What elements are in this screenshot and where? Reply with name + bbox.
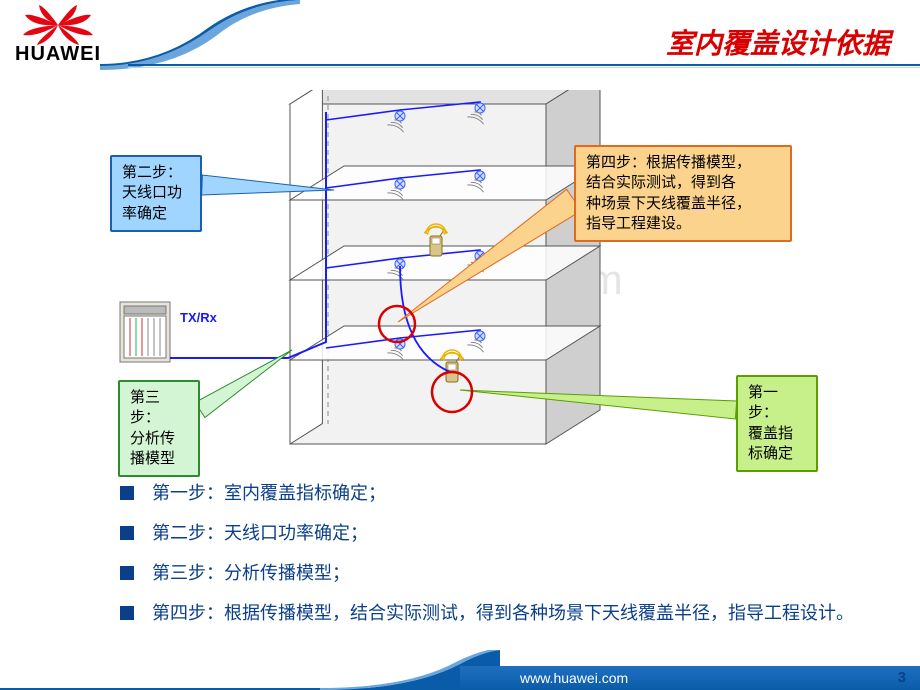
bullet-square-icon: [120, 486, 134, 500]
callout-step-2: 第二步：天线口功率确定: [110, 155, 202, 232]
bullet-text: 第二步：天线口功率确定；: [152, 520, 368, 546]
footer: www.huawei.com 3: [0, 660, 920, 690]
header-rule-thin: [128, 67, 920, 68]
callout-step-3: 第三步：分析传播模型: [118, 380, 200, 477]
bullet-square-icon: [120, 566, 134, 580]
header-swoosh-icon: [100, 0, 300, 70]
callout-step-4: 第四步：根据传播模型，结合实际测试，得到各种场景下天线覆盖半径，指导工程建设。: [574, 145, 792, 242]
equipment-rack-icon: [120, 302, 170, 362]
list-item: 第四步：根据传播模型，结合实际测试，得到各种场景下天线覆盖半径，指导工程设计。: [120, 600, 860, 626]
list-item: 第一步：室内覆盖指标确定；: [120, 480, 860, 506]
page-number: 3: [898, 669, 906, 686]
footer-bar: www.huawei.com: [460, 666, 920, 690]
list-item: 第二步：天线口功率确定；: [120, 520, 860, 546]
bullet-text: 第四步：根据传播模型，结合实际测试，得到各种场景下天线覆盖半径，指导工程设计。: [152, 600, 854, 626]
brand-name: HUAWEI: [15, 43, 101, 66]
bullet-text: 第一步：室内覆盖指标确定；: [152, 480, 386, 506]
header: HUAWEI 室内覆盖设计依据: [0, 0, 920, 80]
huawei-petal-icon: [15, 5, 101, 45]
page-title: 室内覆盖设计依据: [666, 22, 890, 62]
diagram-area: www.bdocx.com TX/Rx 第二步：天线口功率确定 第四步：根据传播…: [0, 90, 920, 470]
header-rule: [128, 64, 920, 66]
bullet-text: 第三步：分析传播模型；: [152, 560, 350, 586]
callout-step-1: 第一步：覆盖指标确定: [736, 375, 818, 472]
bullet-square-icon: [120, 606, 134, 620]
tx-rx-label: TX/Rx: [180, 310, 218, 325]
bullet-list: 第一步：室内覆盖指标确定； 第二步：天线口功率确定； 第三步：分析传播模型； 第…: [120, 480, 860, 640]
footer-url: www.huawei.com: [520, 670, 628, 686]
bullet-square-icon: [120, 526, 134, 540]
brand-logo: HUAWEI: [15, 5, 101, 66]
list-item: 第三步：分析传播模型；: [120, 560, 860, 586]
